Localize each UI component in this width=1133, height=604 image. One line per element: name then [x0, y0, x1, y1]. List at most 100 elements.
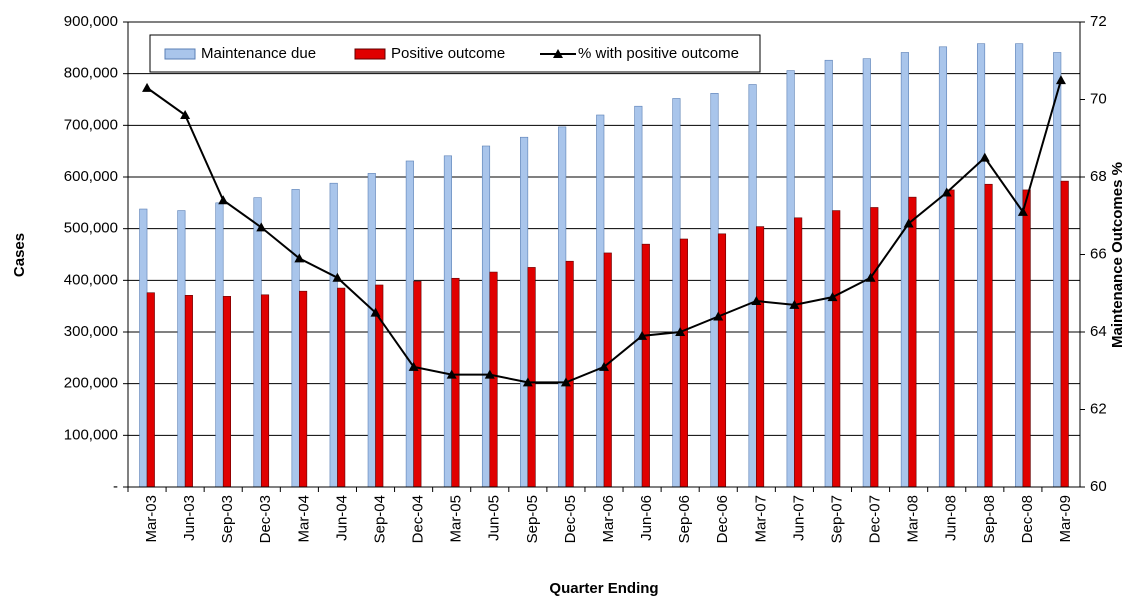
line-marker [1017, 206, 1028, 216]
y-tick-label: 600,000 [64, 168, 118, 185]
line-marker [522, 377, 533, 387]
x-tick-label: Sep-08 [981, 495, 998, 543]
bar [710, 93, 719, 488]
line-marker [1055, 75, 1066, 85]
bar [222, 296, 231, 488]
bar [679, 238, 688, 488]
bar [1015, 43, 1024, 488]
legend-key-marker [553, 49, 563, 58]
bar [634, 105, 643, 488]
bar [794, 217, 803, 488]
bar [146, 292, 155, 488]
y-axis-title: Cases [11, 233, 28, 277]
line-marker [560, 377, 571, 387]
bar [984, 183, 993, 488]
bar [215, 202, 224, 488]
y2-tick-label: 68 [1090, 168, 1107, 185]
line-marker [294, 253, 305, 263]
line-marker [637, 330, 648, 340]
line-marker [408, 361, 419, 371]
line-marker [675, 327, 686, 336]
legend-label: Positive outcome [391, 45, 505, 62]
line-marker [484, 369, 495, 379]
x-tick-label: Jun-07 [790, 495, 807, 541]
line-marker [218, 195, 229, 205]
y-tick-label: 200,000 [64, 375, 118, 392]
bar [908, 196, 917, 488]
y-tick-label: - [113, 478, 118, 495]
y2-tick-label: 72 [1090, 13, 1107, 30]
bar [405, 160, 414, 488]
x-tick-label: Jun-03 [181, 495, 198, 541]
line-marker [370, 307, 381, 317]
line-marker [180, 110, 191, 119]
x-tick-label: Mar-06 [600, 495, 617, 543]
x-tick-label: Jun-04 [333, 495, 350, 541]
bar [870, 207, 879, 488]
bar [824, 59, 833, 488]
bar [1053, 52, 1062, 488]
line-marker [599, 361, 609, 371]
x-tick-label: Dec-05 [562, 495, 579, 543]
bar [329, 182, 338, 488]
x-tick-label: Dec-06 [714, 495, 731, 543]
bar [139, 208, 148, 488]
legend-box [149, 34, 761, 73]
line-marker [751, 296, 762, 305]
line-marker [903, 218, 914, 228]
bar [717, 233, 727, 488]
x-tick-label: Dec-03 [257, 495, 274, 543]
x-tick-label: Sep-03 [219, 495, 236, 543]
bar [481, 145, 491, 488]
bar [786, 70, 795, 488]
y2-tick-label: 70 [1090, 90, 1107, 107]
bar [260, 294, 270, 488]
bar [976, 43, 986, 488]
bar [443, 155, 452, 488]
bar [946, 189, 955, 488]
bar [253, 197, 262, 488]
bar [832, 210, 841, 488]
bar [862, 58, 871, 488]
bar [748, 84, 757, 488]
x-tick-label: Dec-04 [410, 495, 427, 543]
line-marker [827, 292, 838, 302]
x-axis-title: Quarter Ending [549, 580, 658, 597]
y2-tick-label: 66 [1090, 245, 1107, 262]
y-tick-label: 100,000 [64, 426, 118, 443]
y-tick-label: 900,000 [64, 13, 118, 30]
y-tick-label: 400,000 [64, 271, 118, 288]
x-tick-label: Sep-05 [524, 495, 541, 543]
bar [756, 226, 765, 488]
legend-label: Maintenance due [201, 45, 316, 62]
bar [672, 98, 681, 488]
bar [184, 295, 193, 488]
legend-key [354, 48, 386, 60]
line-marker [941, 187, 952, 197]
x-tick-label: Jun-08 [943, 495, 960, 541]
x-tick-label: Sep-07 [828, 495, 845, 543]
y-tick-label: 300,000 [64, 323, 118, 340]
line-marker [332, 272, 343, 282]
x-tick-label: Jun-06 [638, 495, 655, 541]
x-tick-label: Mar-03 [143, 495, 160, 543]
bar [938, 46, 948, 488]
y-tick-label: 700,000 [64, 116, 118, 133]
y2-tick-label: 60 [1090, 478, 1107, 495]
legend-label: % with positive outcome [578, 45, 739, 62]
bar [291, 189, 300, 488]
bar [1060, 180, 1069, 488]
x-tick-label: Sep-04 [371, 495, 388, 543]
bar [489, 271, 498, 488]
bar [520, 136, 529, 488]
line-marker [789, 299, 800, 309]
bar [367, 173, 376, 488]
line-marker [446, 369, 457, 379]
bar [900, 52, 909, 488]
line-marker [979, 152, 990, 162]
bar [299, 290, 308, 488]
x-tick-label: Sep-06 [676, 495, 693, 543]
x-tick-label: Dec-08 [1019, 495, 1036, 543]
bar [337, 287, 346, 488]
